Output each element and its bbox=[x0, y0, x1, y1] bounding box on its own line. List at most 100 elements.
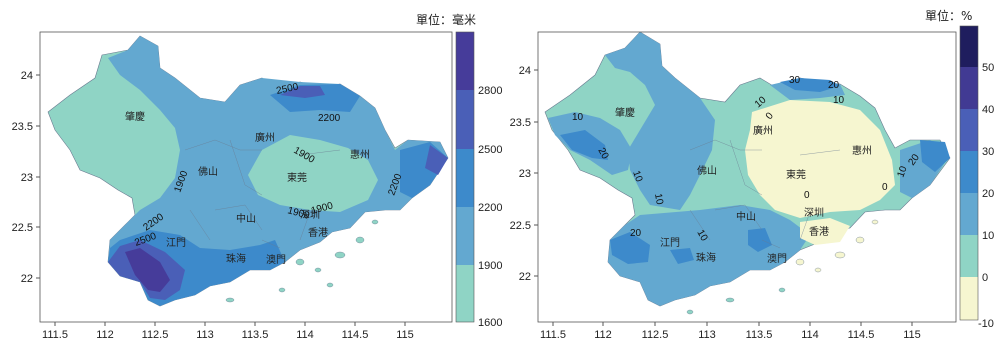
city-label: 深圳 bbox=[300, 209, 320, 221]
right-x-axis: 111.5 112 112.5 113 113.5 114 114.5 115 bbox=[540, 322, 921, 340]
city-label: 澳門 bbox=[266, 253, 286, 266]
contour-label: 20 bbox=[828, 80, 840, 91]
left-x-tick: 112.5 bbox=[142, 329, 169, 340]
right-band-10 bbox=[548, 32, 948, 306]
left-admin-lines bbox=[184, 139, 341, 249]
city-label: 惠州 bbox=[852, 144, 872, 157]
left-band-2200 bbox=[108, 84, 448, 306]
right-colorbar-tick: 10 bbox=[982, 230, 994, 242]
city-label: 肇慶 bbox=[615, 106, 635, 119]
right-x-tick: 114.5 bbox=[848, 329, 875, 340]
right-plot-frame bbox=[537, 31, 957, 323]
right-colorbar-tick: 0 bbox=[982, 272, 988, 284]
right-x-tick: 115 bbox=[903, 329, 921, 340]
city-label: 香港 bbox=[809, 226, 829, 238]
left-x-tick: 111.5 bbox=[42, 329, 68, 340]
city-label: 廣州 bbox=[255, 131, 275, 144]
left-colorbar-tick: 2800 bbox=[478, 85, 502, 97]
right-y-tick: 23 bbox=[519, 168, 531, 180]
right-band-0 bbox=[745, 100, 895, 245]
left-y-tick: 22.5 bbox=[12, 222, 33, 234]
right-islands-2 bbox=[686, 287, 786, 315]
left-y-tick: 22 bbox=[21, 273, 33, 285]
left-x-tick: 112 bbox=[96, 329, 114, 340]
left-city-labels: 肇慶 廣州 惠州 佛山 東莞 中山 江門 珠海 澳門 香港 深圳 bbox=[125, 110, 370, 266]
left-map: 111.5 112 112.5 113 113.5 114 114.5 115 … bbox=[12, 12, 503, 340]
city-label: 肇慶 bbox=[125, 110, 145, 123]
left-unit-label: 單位：毫米 bbox=[416, 12, 476, 27]
contour-label: 0 bbox=[882, 182, 888, 193]
right-y-axis: 24 23.5 23 22.5 22 bbox=[510, 65, 538, 283]
contour-label: 10 bbox=[833, 95, 845, 106]
right-x-tick: 112 bbox=[594, 329, 612, 340]
city-label: 澳門 bbox=[767, 252, 787, 265]
left-contour-labels: 2500 2200 1900 1900 2200 1900 1900 2200 … bbox=[133, 81, 404, 248]
right-colorbar-tick: -10 bbox=[978, 318, 994, 330]
left-x-tick: 113 bbox=[196, 329, 214, 340]
right-x-tick: 113 bbox=[698, 329, 716, 340]
contour-label: 20 bbox=[630, 228, 642, 239]
contour-label: 2200 bbox=[318, 113, 341, 124]
contour-label: 0 bbox=[764, 110, 776, 122]
right-x-tick: 112.5 bbox=[642, 329, 669, 340]
city-label: 珠海 bbox=[696, 251, 716, 264]
right-y-tick: 22 bbox=[519, 271, 531, 283]
left-colorbar: 2800 2500 2200 1900 1600 bbox=[455, 31, 502, 329]
contour-label: 20 bbox=[595, 146, 610, 162]
right-admin-lines bbox=[689, 139, 841, 249]
city-label: 江門 bbox=[166, 237, 186, 249]
left-islands bbox=[225, 219, 379, 303]
left-y-tick: 23.5 bbox=[12, 121, 33, 133]
left-colorbar-tick: 1900 bbox=[478, 260, 502, 272]
city-label: 中山 bbox=[736, 210, 756, 223]
contour-label: 0 bbox=[804, 190, 810, 201]
right-x-tick: 113.5 bbox=[746, 329, 773, 340]
contour-label: 30 bbox=[789, 75, 801, 86]
right-unit-label: 單位：% bbox=[925, 8, 972, 23]
right-colorbar-tick: 20 bbox=[982, 188, 994, 200]
left-x-tick: 114 bbox=[296, 329, 314, 340]
right-y-tick: 22.5 bbox=[510, 220, 531, 232]
right-islands bbox=[795, 219, 879, 273]
right-colorbar-tick: 30 bbox=[982, 146, 994, 158]
contour-label: 10 bbox=[572, 112, 584, 123]
city-label: 佛山 bbox=[198, 165, 218, 178]
left-colorbar-tick: 2500 bbox=[478, 144, 502, 156]
city-label: 惠州 bbox=[350, 148, 370, 161]
contour-label: 10 bbox=[895, 164, 909, 179]
left-x-tick: 113.5 bbox=[242, 329, 269, 340]
city-label: 東莞 bbox=[786, 168, 806, 181]
left-colorbar-tick: 2200 bbox=[478, 202, 502, 214]
right-colorbar-tick: 40 bbox=[982, 104, 994, 116]
left-y-tick: 23 bbox=[21, 172, 33, 184]
left-band-2800 bbox=[125, 248, 170, 292]
right-map: 111.5 112 112.5 113 113.5 114 114.5 115 … bbox=[510, 8, 995, 340]
contour-label: 2500 bbox=[275, 81, 299, 96]
left-colorbar-tick: 1600 bbox=[478, 317, 502, 329]
left-x-tick: 115 bbox=[396, 329, 414, 340]
left-band-1900 bbox=[108, 36, 448, 306]
city-label: 佛山 bbox=[697, 164, 717, 177]
right-y-tick: 23.5 bbox=[510, 117, 531, 129]
city-label: 深圳 bbox=[804, 207, 824, 219]
right-colorbar-tick: 50 bbox=[982, 62, 994, 74]
right-x-tick: 114 bbox=[801, 329, 819, 340]
right-y-tick: 24 bbox=[519, 65, 531, 77]
city-label: 江門 bbox=[660, 237, 680, 249]
city-label: 香港 bbox=[308, 227, 328, 239]
contour-label: 10 bbox=[630, 169, 644, 184]
right-x-tick: 111.5 bbox=[540, 329, 566, 340]
city-label: 中山 bbox=[236, 212, 256, 225]
city-label: 東莞 bbox=[287, 171, 307, 184]
right-colorbar: 50 40 30 20 10 0 -10 bbox=[959, 25, 994, 330]
right-city-labels: 肇慶 廣州 惠州 佛山 東莞 中山 深圳 江門 珠海 澳門 香港 bbox=[615, 106, 872, 265]
left-x-tick: 114.5 bbox=[342, 329, 369, 340]
left-y-tick: 24 bbox=[21, 70, 33, 82]
contour-label: 10 bbox=[694, 228, 709, 244]
left-x-axis: 111.5 112 112.5 113 113.5 114 114.5 115 bbox=[42, 322, 414, 340]
city-label: 廣州 bbox=[753, 124, 773, 137]
city-label: 珠海 bbox=[226, 252, 246, 265]
contour-label: 10 bbox=[652, 193, 665, 206]
left-y-axis: 24 23.5 23 22.5 22 bbox=[12, 70, 40, 285]
